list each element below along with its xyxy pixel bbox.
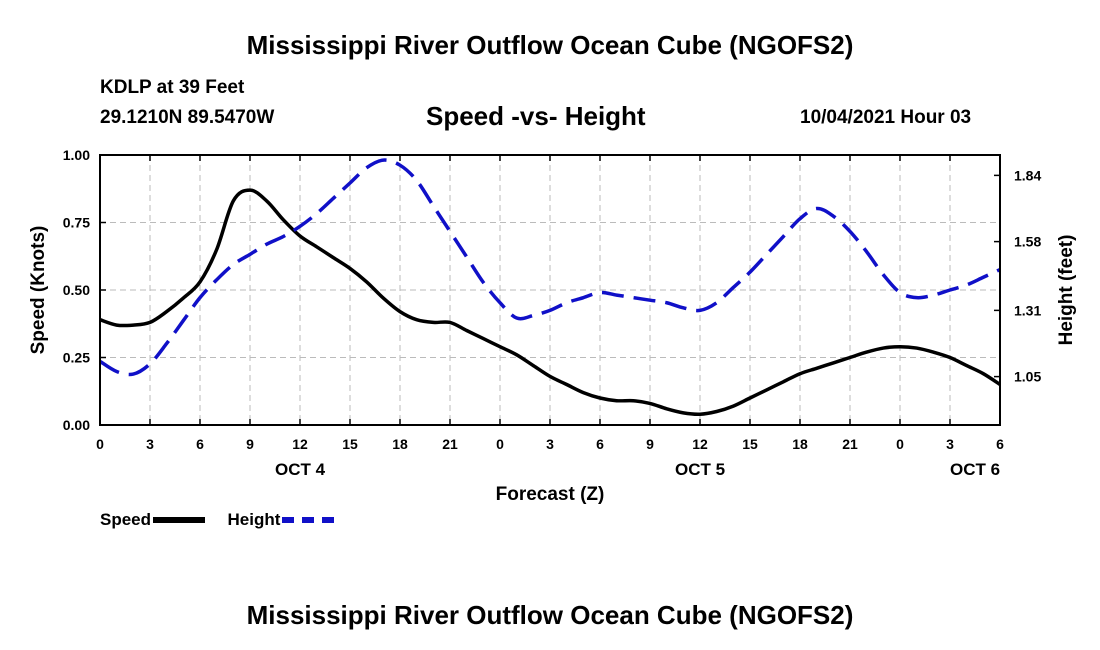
series-line-height (99, 158, 1001, 377)
date-label: OCT 5 (675, 460, 725, 479)
x-tick-label: 3 (946, 436, 954, 452)
station-label: KDLP at 39 Feet (100, 77, 245, 98)
x-tick-label: 6 (596, 436, 604, 452)
y-tick-label: 0.00 (63, 417, 90, 433)
x-tick-label: 15 (742, 436, 758, 452)
legend-height: Height (227, 510, 335, 530)
chart-title-bottom: Mississippi River Outflow Ocean Cube (NG… (246, 600, 854, 630)
datetime-label: 10/04/2021 Hour 03 (800, 107, 972, 128)
chart-subtitle: Speed -vs- Height (426, 101, 646, 131)
y-tick-label: 1.00 (63, 147, 90, 163)
date-label: OCT 4 (275, 460, 326, 479)
x-tick-label: 18 (392, 436, 408, 452)
x-tick-label: 9 (246, 436, 254, 452)
date-label: OCT 6 (950, 460, 1000, 479)
series-line-speed (99, 188, 1001, 416)
x-tick-label: 21 (842, 436, 858, 452)
x-tick-label: 9 (646, 436, 654, 452)
x-tick-label: 15 (342, 436, 358, 452)
ticks-layer: 0 3 6 9 12 15 18 21 0 3 6 9 12 15 18 21 0 3 6 OCT 4 OCT 5 OCT… (63, 147, 1042, 479)
y2-tick-label: 1.05 (1014, 369, 1041, 385)
x-tick-label: 3 (146, 436, 154, 452)
chart-title-top: Mississippi River Outflow Ocean Cube (NG… (246, 30, 854, 60)
x-tick-label: 0 (896, 436, 904, 452)
legend-speed-swatch (153, 517, 206, 523)
y2-tick-label: 1.31 (1014, 302, 1041, 318)
x-tick-label: 0 (96, 436, 104, 452)
x-tick-label: 6 (196, 436, 204, 452)
x-tick-label: 0 (496, 436, 504, 452)
x-tick-label: 3 (546, 436, 554, 452)
legend-speed-label: Speed (100, 510, 152, 529)
series-layer (99, 158, 1001, 416)
x-tick-label: 12 (692, 436, 708, 452)
y-axis-label: Speed (Knots) (28, 226, 49, 355)
legend: Speed Height (100, 510, 352, 530)
x-tick-label: 6 (996, 436, 1004, 452)
y-tick-label: 0.75 (63, 215, 90, 231)
y2-tick-label: 1.58 (1014, 234, 1041, 250)
y2-tick-label: 1.84 (1014, 167, 1041, 183)
legend-height-label: Height (227, 510, 281, 529)
legend-height-swatch (282, 517, 335, 523)
y-tick-label: 0.50 (63, 282, 90, 298)
coordinates-label: 29.1210N 89.5470W (100, 107, 275, 128)
legend-speed: Speed (100, 510, 206, 530)
x-axis-label: Forecast (Z) (496, 484, 605, 505)
x-tick-label: 21 (442, 436, 458, 452)
x-tick-label: 12 (292, 436, 308, 452)
x-tick-label: 18 (792, 436, 808, 452)
y-tick-label: 0.25 (63, 350, 90, 366)
y2-axis-label: Height (feet) (1056, 235, 1077, 346)
